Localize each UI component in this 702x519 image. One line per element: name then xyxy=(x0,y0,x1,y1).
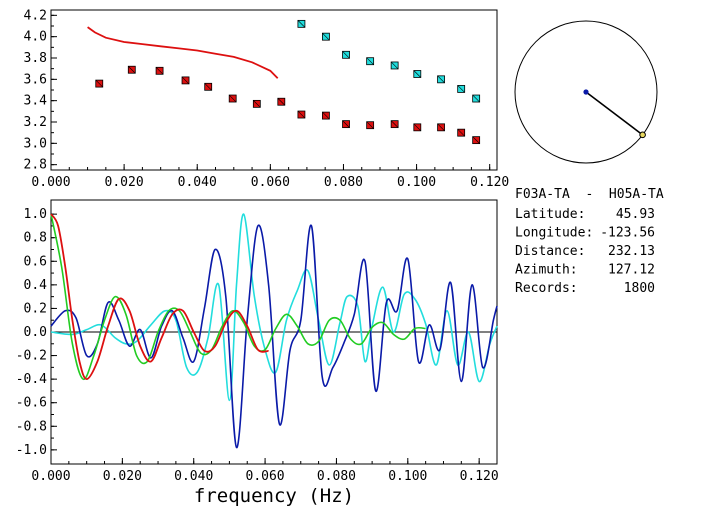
info-label: Longitude: xyxy=(515,226,593,241)
y-tick-label: 0.4 xyxy=(24,278,48,293)
marker-diag xyxy=(390,120,399,128)
marker-diag xyxy=(155,67,164,75)
station-pair: F03A-TA - H05A-TA xyxy=(515,187,664,202)
y-tick-label: 1.0 xyxy=(24,207,47,222)
info-label: Records: xyxy=(515,281,578,296)
azimuth-line xyxy=(585,91,644,136)
marker-diag xyxy=(228,94,237,103)
x-tick-label: 0.000 xyxy=(31,469,70,484)
marker-diag xyxy=(366,57,374,65)
marker-diag xyxy=(204,83,212,91)
station-center-dot xyxy=(583,89,589,95)
y-tick-label: 0.6 xyxy=(24,254,47,269)
dispersion-curve xyxy=(87,26,279,79)
marker-diag xyxy=(297,20,306,28)
marker-diag xyxy=(342,120,350,128)
station-endpoint-dot xyxy=(639,131,646,139)
x-tick-label: 0.080 xyxy=(317,469,356,484)
station-info: F03A-TA - H05A-TA Latitude: 45.93 Longitud… xyxy=(515,187,664,296)
x-axis-label: frequency (Hz) xyxy=(194,485,354,507)
x-tick-label: 0.060 xyxy=(246,469,285,484)
azimuth-circle xyxy=(514,20,658,164)
x-tick-label: 0.000 xyxy=(31,175,70,190)
x-tick-label: 0.120 xyxy=(470,175,509,190)
correlation-ticks: 0.000 0.020 0.040 0.060 0.080 0.100 0.120 1.0 0.… xyxy=(16,207,499,484)
info-value: 232.13 xyxy=(608,244,655,259)
marker-diag xyxy=(413,70,422,78)
marker-diag xyxy=(437,75,445,84)
dispersion-series xyxy=(87,19,481,145)
correlation-curve xyxy=(50,213,426,380)
y-tick-label: 3.2 xyxy=(24,115,47,130)
correlation-panel: 0.000 0.020 0.040 0.060 0.080 0.100 0.120 1.0 0.… xyxy=(16,199,499,507)
marker-diag xyxy=(253,100,261,108)
x-tick-label: 0.060 xyxy=(251,175,290,190)
y-tick-label: 0.8 xyxy=(24,231,47,246)
marker-diag xyxy=(342,51,350,59)
info-label: Distance: xyxy=(515,244,585,259)
marker-diag xyxy=(472,136,480,144)
x-tick-label: 0.020 xyxy=(103,469,142,484)
dispersion-plot-frame xyxy=(50,9,498,171)
marker-diag xyxy=(322,32,330,41)
marker-diag xyxy=(366,121,374,129)
y-tick-label: 2.8 xyxy=(24,158,47,173)
marker-diag xyxy=(297,110,306,119)
y-tick-label: -0.8 xyxy=(16,419,47,434)
correlation-curve xyxy=(50,213,498,402)
marker-diag xyxy=(95,79,103,88)
y-tick-label: 3.0 xyxy=(24,136,47,151)
info-value: -123.56 xyxy=(600,226,655,241)
dispersion-panel: 0.000 0.020 0.040 0.060 0.080 0.100 0.120 2.8 3.… xyxy=(24,8,510,190)
azimuth-plot xyxy=(514,20,658,164)
info-rows: Latitude: 45.93 Longitude: -123.56 Distance:… xyxy=(515,207,655,296)
y-tick-label: -0.2 xyxy=(16,349,47,364)
x-tick-label: 0.020 xyxy=(105,175,144,190)
x-tick-label: 0.100 xyxy=(397,175,436,190)
x-tick-label: 0.080 xyxy=(324,175,363,190)
marker-diag xyxy=(322,111,330,120)
correlation-series xyxy=(50,213,498,449)
marker-diag xyxy=(413,123,422,132)
info-value: 1800 xyxy=(624,281,655,296)
marker-diag xyxy=(457,128,465,137)
x-tick-label: 0.100 xyxy=(388,469,427,484)
y-tick-label: -0.4 xyxy=(16,372,47,387)
y-tick-label: -1.0 xyxy=(16,443,47,458)
y-tick-label: 3.8 xyxy=(24,51,47,66)
y-tick-label: 4.0 xyxy=(24,30,47,45)
info-value: 45.93 xyxy=(616,207,655,222)
x-tick-label: 0.040 xyxy=(174,469,213,484)
marker-diag xyxy=(472,94,480,103)
correlation-curve xyxy=(50,213,269,381)
y-tick-label: 4.2 xyxy=(24,8,47,23)
dispersion-ticks: 0.000 0.020 0.040 0.060 0.080 0.100 0.120 2.8 3.… xyxy=(24,8,510,190)
marker-diag xyxy=(437,123,445,132)
y-tick-label: 0.2 xyxy=(24,301,47,316)
x-tick-label: 0.040 xyxy=(178,175,217,190)
y-tick-label: 3.4 xyxy=(24,94,48,109)
marker-diag xyxy=(128,66,136,74)
info-label: Azimuth: xyxy=(515,263,578,278)
y-tick-label: 3.6 xyxy=(24,72,47,87)
marker-diag xyxy=(181,76,190,85)
x-tick-label: 0.120 xyxy=(460,469,499,484)
info-label: Latitude: xyxy=(515,207,585,222)
y-tick-label: 0.0 xyxy=(24,325,47,340)
info-value: 127.12 xyxy=(608,263,655,278)
y-tick-label: -0.6 xyxy=(16,396,47,411)
marker-diag xyxy=(277,98,286,106)
marker-diag xyxy=(390,61,399,70)
correlation-curve xyxy=(50,224,498,449)
marker-diag xyxy=(457,85,465,93)
